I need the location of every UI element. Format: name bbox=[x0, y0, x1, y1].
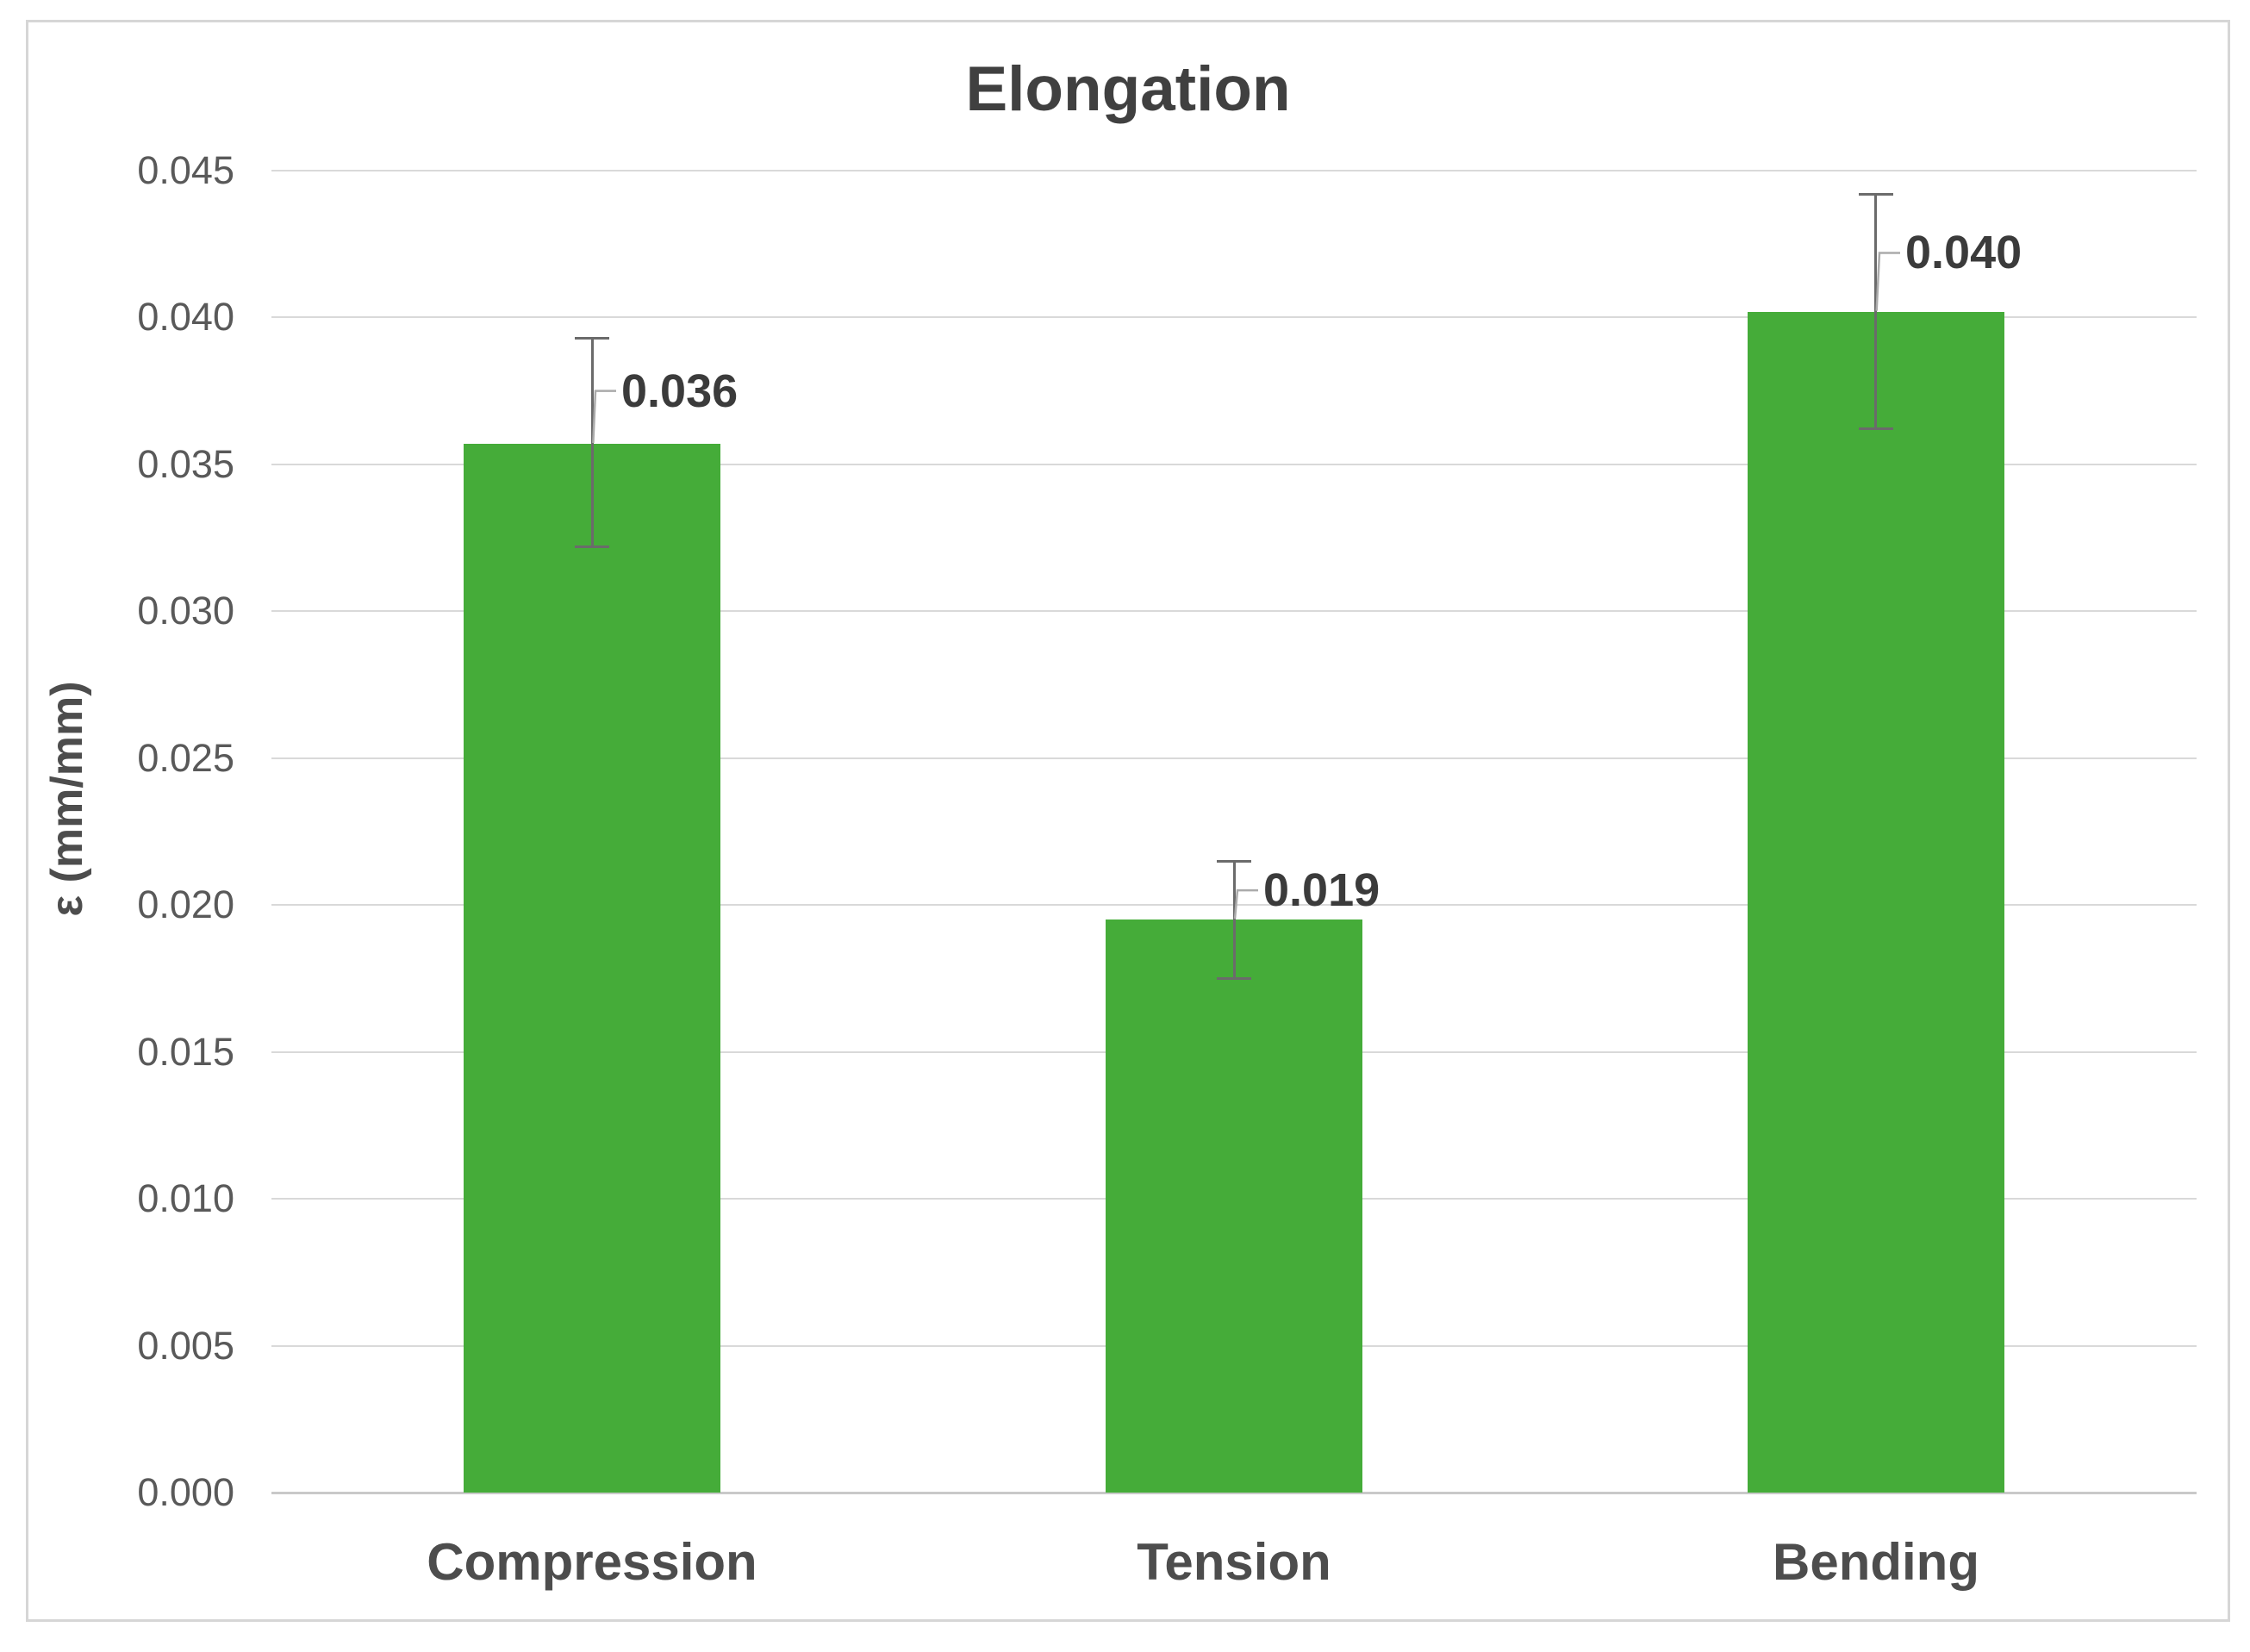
gridline bbox=[271, 757, 2197, 759]
bar-bending[interactable] bbox=[1748, 312, 2004, 1493]
error-bar-cap bbox=[1859, 193, 1893, 196]
data-label-bending: 0.040 bbox=[1905, 227, 2023, 278]
data-label-compression: 0.036 bbox=[621, 365, 739, 417]
y-tick-label: 0.030 bbox=[137, 589, 234, 633]
y-tick-label: 0.035 bbox=[137, 441, 234, 486]
y-tick-label: 0.040 bbox=[137, 295, 234, 340]
error-bar-line bbox=[1233, 861, 1236, 978]
error-bar-cap bbox=[1217, 860, 1251, 863]
y-axis-title: ε (mm/mm) bbox=[42, 681, 92, 917]
gridline bbox=[271, 610, 2197, 613]
y-tick-label: 0.000 bbox=[137, 1470, 234, 1514]
gridline bbox=[271, 316, 2197, 319]
error-bar-line bbox=[591, 338, 594, 546]
y-tick-label: 0.020 bbox=[137, 882, 234, 927]
y-tick-label: 0.010 bbox=[137, 1176, 234, 1221]
y-tick-label: 0.045 bbox=[137, 148, 234, 192]
x-axis-line bbox=[271, 1492, 2197, 1494]
chart-title: Elongation bbox=[965, 54, 1291, 124]
x-category-label-bending: Bending bbox=[1773, 1533, 1979, 1591]
gridline bbox=[271, 463, 2197, 465]
error-bar-cap bbox=[1217, 977, 1251, 980]
data-label-tension: 0.019 bbox=[1263, 864, 1381, 916]
error-bar-cap bbox=[575, 337, 609, 340]
x-category-label-compression: Compression bbox=[427, 1533, 757, 1591]
error-bar-cap bbox=[575, 545, 609, 548]
bar-compression[interactable] bbox=[464, 444, 720, 1493]
x-category-label-tension: Tension bbox=[1137, 1533, 1331, 1591]
y-tick-label: 0.005 bbox=[137, 1323, 234, 1368]
error-bar-cap bbox=[1859, 427, 1893, 430]
gridline bbox=[271, 170, 2197, 171]
bar-tension[interactable] bbox=[1106, 920, 1362, 1493]
y-tick-label: 0.015 bbox=[137, 1029, 234, 1074]
y-tick-label: 0.025 bbox=[137, 735, 234, 780]
error-bar-line bbox=[1874, 194, 1877, 429]
